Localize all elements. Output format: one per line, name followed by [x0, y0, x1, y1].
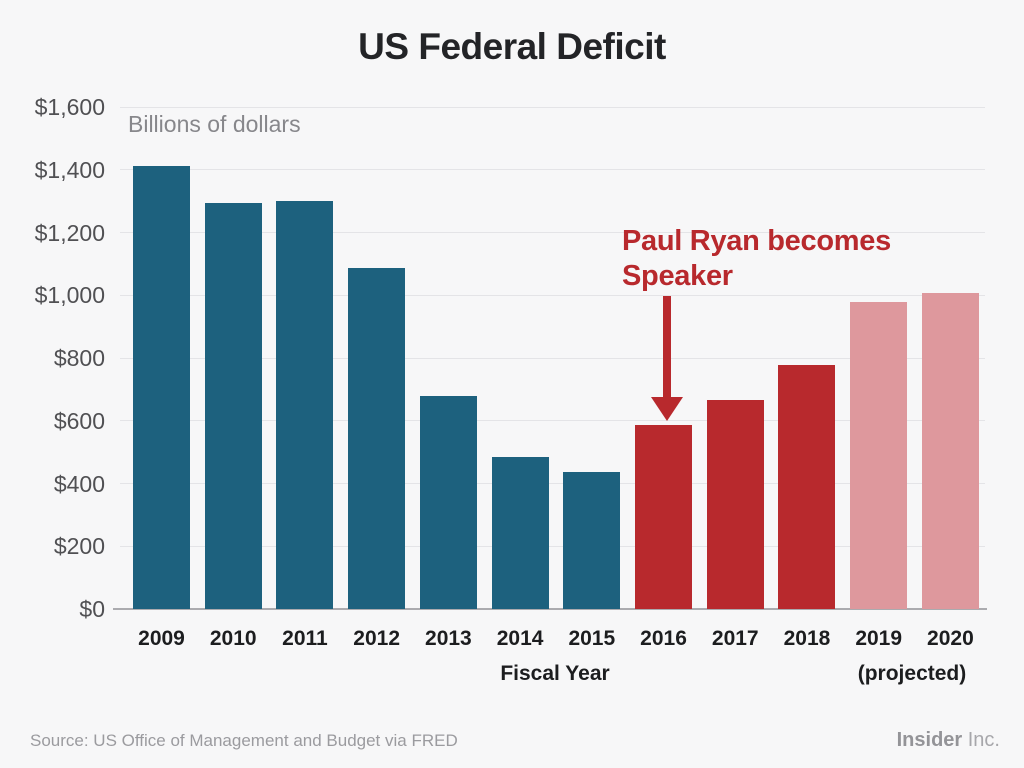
y-tick-label-800: $800: [53, 345, 105, 371]
brand-logo: Insider Inc.: [897, 729, 1000, 752]
y-tick-label-1200: $1,200: [34, 219, 105, 246]
bar-2019: [850, 301, 908, 609]
x-tick-label-2015: 2015: [568, 627, 616, 650]
bar-2015: [563, 471, 621, 609]
y-axis-unit-label: Billions of dollars: [128, 111, 301, 137]
x-tick-label-2020: 2020: [927, 627, 974, 650]
y-tick-label-1600: $1,600: [34, 94, 105, 120]
x-tick-label-2013: 2013: [425, 627, 472, 650]
brand-name-bold: Insider: [896, 729, 963, 751]
brand-name-light: Inc.: [967, 729, 1000, 751]
gridline-1400: [120, 169, 985, 171]
bar-2010: [204, 203, 262, 609]
plot-area: [113, 106, 987, 610]
chart-title: US Federal Deficit: [358, 26, 666, 67]
gridline-1000: [120, 294, 985, 296]
y-tick-label-200: $200: [53, 533, 105, 560]
x-tick-label-2018: 2018: [783, 627, 831, 650]
x-axis-title: Fiscal Year: [500, 662, 610, 685]
annotation-arrow-head-icon: [651, 397, 683, 421]
annotation-line-2: Speaker: [622, 260, 733, 292]
bar-2018: [778, 364, 836, 609]
x-axis-baseline: [113, 608, 987, 610]
bar-2017: [706, 400, 764, 609]
annotation-arrow-shaft: [663, 296, 671, 398]
gridline-1200: [120, 232, 985, 233]
annotation-paul-ryan: Paul Ryan becomes Speaker: [622, 224, 891, 294]
bar-2009: [133, 165, 190, 609]
y-tick-label-0: $0: [79, 596, 105, 622]
bar-2011: [276, 201, 334, 609]
x-tick-label-2016: 2016: [640, 627, 687, 650]
bar-2013: [419, 395, 477, 609]
bar-2014: [491, 456, 549, 609]
y-tick-label-1000: $1,000: [34, 282, 105, 309]
bar-2012: [348, 267, 406, 609]
x-tick-label-2019: 2019: [855, 627, 903, 650]
x-tick-label-2011: 2011: [282, 627, 328, 650]
x-tick-label-2012: 2012: [353, 627, 401, 650]
bar-2020: [921, 292, 979, 609]
x-tick-label-2014: 2014: [496, 627, 544, 650]
y-tick-label-600: $600: [53, 407, 105, 434]
gridline-800: [120, 357, 985, 359]
source-attribution: Source: US Office of Management and Budg…: [30, 731, 458, 750]
y-tick-label-400: $400: [53, 470, 105, 497]
bar-2016: [635, 425, 693, 609]
gridline-200: [120, 545, 985, 547]
x-tick-label-2010: 2010: [209, 627, 257, 650]
projected-note: (projected): [857, 662, 967, 685]
gridline-1600: [120, 106, 985, 108]
annotation-line-1: Paul Ryan becomes: [622, 225, 891, 257]
gridline-600: [120, 420, 985, 422]
x-tick-label-2009: 2009: [138, 627, 185, 650]
y-tick-label-1400: $1,400: [34, 156, 105, 183]
gridline-400: [120, 483, 985, 484]
x-tick-label-2017: 2017: [711, 627, 759, 650]
